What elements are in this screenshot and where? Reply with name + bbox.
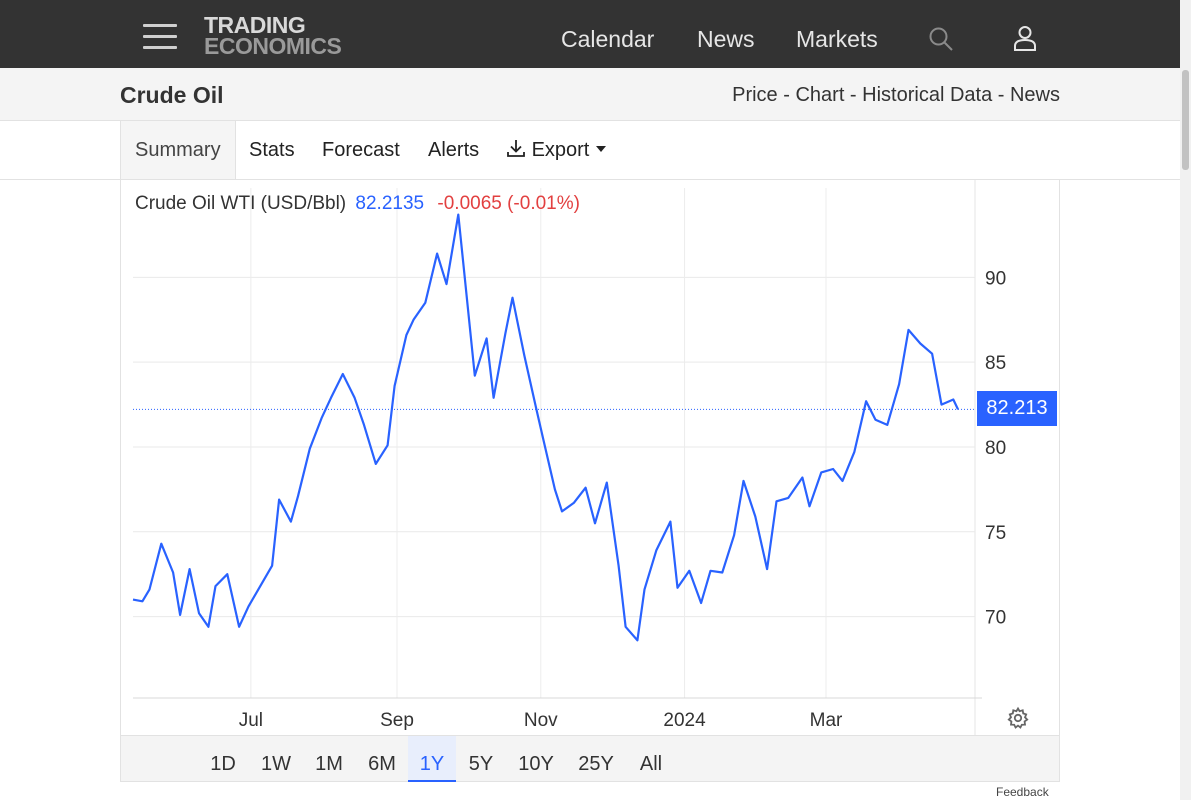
top-bar: TRADING ECONOMICS Calendar News Markets (0, 0, 1180, 68)
y-tick-label: 75 (985, 523, 1006, 544)
tab-export[interactable]: Export (506, 121, 607, 179)
feedback-link[interactable]: Feedback (996, 785, 1049, 799)
range-1w[interactable]: 1W (261, 753, 291, 775)
caret-down-icon (595, 146, 606, 152)
nav-markets[interactable]: Markets (796, 26, 878, 52)
x-tick-label: Nov (524, 710, 558, 731)
y-tick-label: 80 (985, 438, 1006, 459)
search-icon[interactable] (928, 26, 954, 52)
x-tick-label: 2024 (663, 710, 706, 731)
nav-news[interactable]: News (697, 26, 755, 52)
range-selector: 1D 1W 1M 6M 1Y 5Y 10Y 25Y All (121, 735, 1059, 782)
scroll-thumb[interactable] (1182, 70, 1189, 170)
tab-export-label: Export (531, 139, 590, 161)
legend-change: -0.0065 (-0.01%) (437, 193, 580, 214)
sublink-price[interactable]: Price (732, 84, 778, 106)
range-10y[interactable]: 10Y (518, 753, 554, 775)
range-5y[interactable]: 5Y (468, 753, 494, 775)
sublink-separator: - (777, 84, 796, 106)
x-tick-label: Mar (810, 710, 843, 731)
range-25y[interactable]: 25Y (578, 753, 614, 775)
x-tick-label: Jul (239, 710, 263, 731)
scrollbar[interactable] (1180, 0, 1191, 800)
chart-panel (120, 180, 1060, 782)
logo-line2: ECONOMICS (204, 33, 342, 59)
gear-icon[interactable] (1006, 706, 1030, 730)
tab-forecast[interactable]: Forecast (322, 139, 400, 161)
download-icon (507, 140, 525, 157)
last-price-tag: 82.213 (977, 391, 1057, 427)
logo[interactable]: TRADING ECONOMICS (204, 12, 374, 59)
chart-legend: Crude Oil WTI (USD/Bbl) 82.2135 -0.0065 … (135, 193, 580, 215)
range-6m[interactable]: 6M (368, 753, 396, 775)
tab-alerts[interactable]: Alerts (428, 139, 480, 161)
sublink-historical-data[interactable]: Historical Data (862, 84, 993, 106)
subheader: Crude Oil Price - Chart - Historical Dat… (0, 68, 1180, 121)
tab-stats[interactable]: Stats (249, 139, 295, 161)
tabs-row: Summary Stats Forecast Alerts Export (0, 121, 1180, 180)
sublink-separator: - (992, 84, 1010, 106)
range-1y[interactable]: 1Y (408, 736, 456, 782)
range-1d[interactable]: 1D (210, 753, 236, 775)
y-tick-label: 85 (985, 353, 1006, 374)
y-tick-label: 90 (985, 268, 1006, 289)
sublinks: Price - Chart - Historical Data - News (732, 84, 1060, 107)
y-tick-label: 70 (985, 608, 1006, 629)
series-line (132, 213, 959, 642)
sublink-separator: - (844, 84, 863, 106)
nav-calendar[interactable]: Calendar (561, 26, 655, 52)
range-all[interactable]: All (639, 753, 663, 775)
menu-icon[interactable] (143, 24, 177, 50)
x-tick-label: Sep (380, 710, 414, 731)
sublink-news[interactable]: News (1009, 84, 1060, 106)
range-1m[interactable]: 1M (315, 753, 343, 775)
legend-price: 82.2135 (355, 193, 425, 214)
tab-summary[interactable]: Summary (120, 121, 236, 179)
user-icon[interactable] (1012, 24, 1038, 52)
page-title: Crude Oil (120, 82, 224, 108)
sublink-chart[interactable]: Chart (795, 84, 845, 106)
legend-name: Crude Oil WTI (USD/Bbl) (135, 193, 347, 214)
logo-line1: TRADING (204, 12, 306, 38)
